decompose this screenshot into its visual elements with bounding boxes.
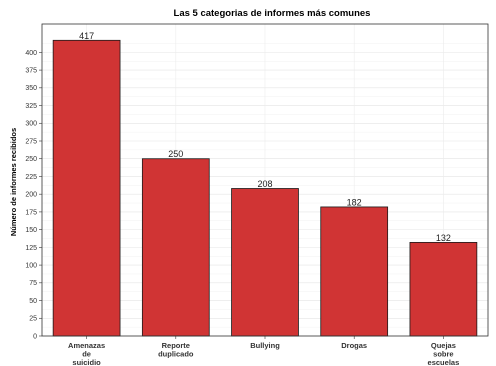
bar <box>409 241 478 337</box>
x-tick-label: Amenazas <box>68 341 105 350</box>
y-tick-label: 325 <box>25 103 37 110</box>
plot-area: 0 25 50 75 100 125 150 175 200 225 250 275 300 325 350… <box>25 23 489 366</box>
y-tick-label: 225 <box>25 174 37 181</box>
data-label: 417 <box>79 31 94 41</box>
chart-title: Las 5 categorias de informes más comunes <box>174 8 371 19</box>
y-tick-label: 175 <box>25 209 37 216</box>
y-tick-label: 300 <box>25 121 37 128</box>
x-tick-label: escuelas <box>428 358 460 366</box>
data-label: 208 <box>257 179 272 189</box>
y-tick-label: 250 <box>25 156 37 163</box>
x-tick-label: Drogas <box>341 341 367 350</box>
x-tick-label: Quejas <box>431 341 456 350</box>
x-tick-label: Bullying <box>250 341 280 350</box>
y-tick-label: 50 <box>29 298 37 305</box>
y-tick-label: 275 <box>25 138 37 145</box>
y-tick-label: 400 <box>25 50 37 57</box>
y-tick-label: 0 <box>33 333 37 340</box>
bar <box>52 39 121 337</box>
x-tick-label: duplicado <box>158 350 194 359</box>
bar <box>320 206 389 337</box>
y-tick-label: 350 <box>25 85 37 92</box>
bar <box>231 188 299 337</box>
y-tick-label: 200 <box>25 192 37 199</box>
y-tick-label: 100 <box>25 262 37 269</box>
y-axis-label: Número de informes recibidos <box>9 128 18 236</box>
x-tick-label: suicidio <box>72 358 101 366</box>
data-label: 250 <box>168 149 183 159</box>
x-tick-label: Reporte <box>162 341 190 350</box>
y-tick-label: 150 <box>25 227 37 234</box>
y-tick-label: 125 <box>25 245 37 252</box>
plot-border <box>41 23 489 337</box>
bar <box>141 158 210 337</box>
x-tick-label: sobre <box>433 350 453 359</box>
y-tick-label: 25 <box>29 316 37 323</box>
x-tick-label: de <box>82 350 91 359</box>
y-tick-label: 375 <box>25 67 37 74</box>
y-tick-label: 75 <box>29 280 37 287</box>
data-label: 132 <box>436 233 451 243</box>
data-label: 182 <box>347 197 362 207</box>
